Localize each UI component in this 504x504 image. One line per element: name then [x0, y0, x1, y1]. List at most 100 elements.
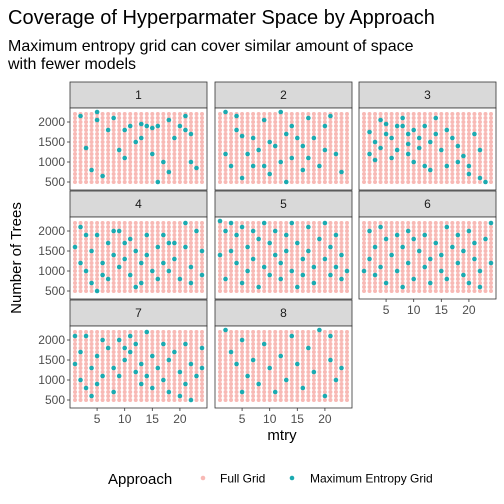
full-grid-point	[417, 257, 422, 261]
full-grid-point	[139, 128, 144, 132]
full-grid-point	[223, 350, 228, 354]
full-grid-point	[444, 229, 449, 233]
full-grid-point	[161, 132, 166, 136]
full-grid-point	[95, 253, 100, 257]
full-grid-point	[194, 382, 199, 386]
full-grid-point	[339, 370, 344, 374]
max-entropy-point	[83, 232, 89, 238]
full-grid-point	[240, 160, 245, 164]
full-grid-point	[433, 112, 438, 116]
full-grid-point	[172, 144, 177, 148]
full-grid-point	[177, 285, 182, 289]
full-grid-point	[229, 366, 234, 370]
full-grid-point	[373, 229, 378, 233]
full-grid-point	[240, 269, 245, 273]
max-entropy-point	[477, 175, 483, 181]
full-grid-point	[333, 148, 338, 152]
full-grid-point	[245, 362, 250, 366]
full-grid-point	[289, 172, 294, 176]
full-grid-point	[273, 136, 278, 140]
max-entropy-point	[223, 327, 228, 333]
full-grid-point	[117, 289, 122, 293]
full-grid-point	[139, 237, 144, 241]
full-grid-point	[78, 257, 83, 261]
full-grid-point	[84, 164, 89, 168]
full-grid-point	[428, 176, 433, 180]
full-grid-point	[172, 289, 177, 293]
full-grid-point	[362, 180, 366, 184]
full-grid-point	[295, 156, 300, 160]
full-grid-point	[455, 253, 460, 257]
full-grid-point	[223, 285, 228, 289]
max-entropy-point	[322, 393, 328, 399]
full-grid-point	[155, 233, 160, 237]
full-grid-point	[278, 152, 283, 156]
full-grid-point	[155, 136, 160, 140]
full-grid-point	[78, 148, 83, 152]
full-grid-point	[317, 398, 322, 402]
full-grid-point	[362, 289, 366, 293]
facet-strip	[69, 190, 208, 218]
full-grid-point	[384, 116, 389, 120]
full-grid-point	[411, 225, 416, 229]
full-grid-point	[251, 330, 256, 334]
full-grid-point	[395, 257, 400, 261]
full-grid-point	[306, 366, 311, 370]
full-grid-point	[384, 140, 389, 144]
full-grid-point	[106, 257, 111, 261]
full-grid-point	[317, 281, 322, 285]
full-grid-point	[117, 281, 122, 285]
full-grid-point	[262, 249, 267, 253]
full-grid-point	[284, 152, 289, 156]
full-grid-point	[78, 152, 83, 156]
max-entropy-point	[183, 113, 188, 119]
max-entropy-point	[272, 389, 278, 395]
full-grid-point	[395, 160, 400, 164]
max-entropy-point	[477, 268, 483, 274]
full-grid-point	[439, 172, 444, 176]
full-grid-point	[117, 346, 122, 350]
full-grid-point	[339, 350, 344, 354]
full-grid-point	[155, 144, 160, 148]
full-grid-point	[133, 229, 138, 233]
max-entropy-point	[94, 381, 100, 387]
full-grid-point	[200, 398, 204, 402]
full-grid-point	[444, 112, 449, 116]
full-grid-point	[245, 116, 250, 120]
full-grid-point	[489, 225, 493, 229]
full-grid-point	[100, 229, 105, 233]
full-grid-point	[306, 261, 311, 265]
full-grid-point	[89, 237, 94, 241]
full-grid-points	[362, 112, 493, 184]
full-grid-point	[483, 160, 488, 164]
full-grid-point	[161, 269, 166, 273]
full-grid-point	[73, 241, 77, 245]
full-grid-point	[328, 330, 333, 334]
full-grid-point	[144, 120, 149, 124]
full-grid-point	[172, 342, 177, 346]
full-grid-point	[411, 144, 416, 148]
full-grid-point	[95, 281, 100, 285]
full-grid-point	[472, 265, 477, 269]
full-grid-point	[411, 265, 416, 269]
full-grid-point	[455, 140, 460, 144]
full-grid-point	[262, 366, 267, 370]
full-grid-point	[84, 249, 89, 253]
full-grid-point	[295, 394, 300, 398]
full-grid-point	[95, 358, 100, 362]
max-entropy-point	[172, 135, 177, 141]
full-grid-point	[483, 144, 488, 148]
full-grid-point	[273, 281, 278, 285]
full-grid-point	[144, 346, 149, 350]
max-entropy-point	[228, 349, 234, 355]
full-grid-point	[311, 257, 316, 261]
full-grid-point	[489, 156, 493, 160]
full-grid-point	[245, 176, 250, 180]
full-grid-point	[183, 386, 188, 390]
max-entropy-points	[223, 327, 344, 399]
full-grid-point	[100, 249, 105, 253]
full-grid-point	[489, 124, 493, 128]
full-grid-point	[223, 225, 228, 229]
full-grid-point	[133, 354, 138, 358]
full-grid-point	[417, 229, 422, 233]
